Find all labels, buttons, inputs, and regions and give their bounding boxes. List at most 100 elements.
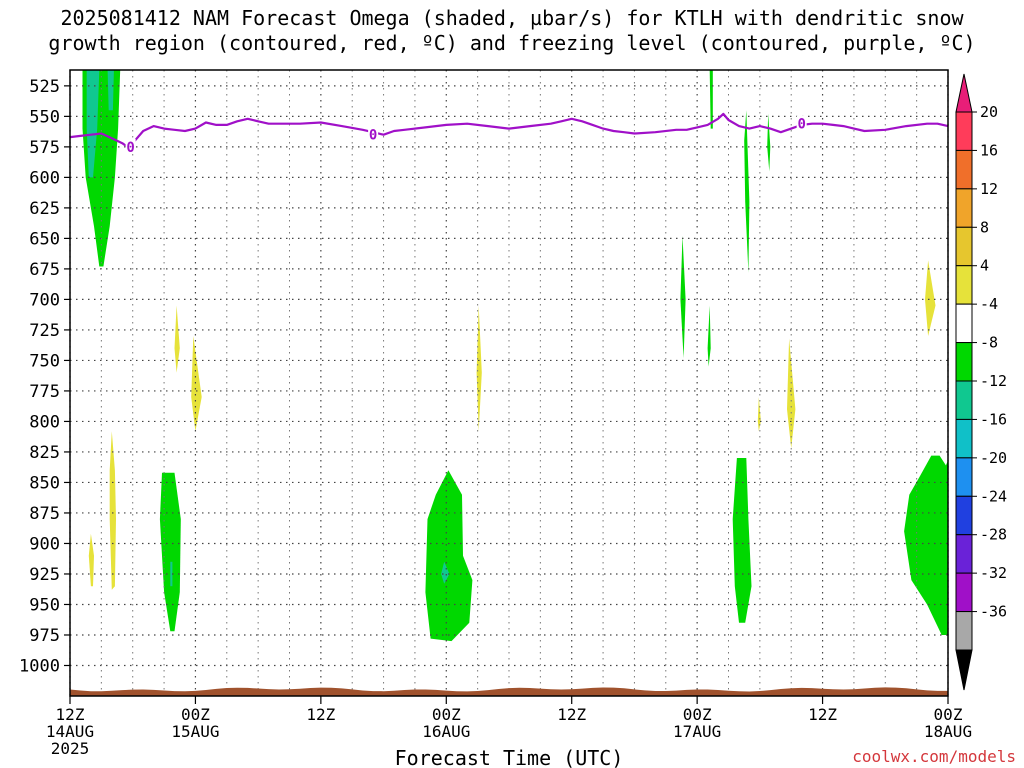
- omega-region-19: [787, 338, 796, 449]
- colorbar-bottom-arrow: [955, 649, 973, 691]
- colorbar-label-9: -20: [980, 449, 1007, 467]
- colorbar-swatch-4: [955, 265, 973, 305]
- freezing-level-line: [69, 112, 949, 148]
- y-tick-label-975: 975: [29, 626, 60, 646]
- colorbar-label-8: -16: [980, 410, 1007, 428]
- x-axis-label: Forecast Time (UTC): [395, 746, 624, 768]
- colorbar-swatch-10: [955, 495, 973, 536]
- y-tick-label-700: 700: [29, 290, 60, 310]
- surface-terrain-band: [70, 687, 948, 696]
- x-tick-label-60: 00Z: [683, 705, 712, 724]
- omega-region-15: [732, 458, 752, 623]
- y-tick-label-825: 825: [29, 443, 60, 463]
- y-tick-label-575: 575: [29, 138, 60, 158]
- y-tick-label-850: 850: [29, 473, 60, 493]
- colorbar-label-4: 4: [980, 257, 989, 275]
- omega-region-2: [107, 70, 114, 111]
- colorbar-label-12: -32: [980, 564, 1007, 582]
- omega-region-6: [170, 561, 173, 587]
- omega-region-10: [441, 561, 450, 584]
- freezing-level-label-0: 0: [126, 140, 134, 156]
- freezing-level-label-1: 0: [369, 128, 377, 144]
- omega-region-14: [707, 305, 711, 367]
- title-line-1: 2025081412 NAM Forecast Omega (shaded, µ…: [60, 6, 964, 30]
- omega-region-21: [904, 455, 948, 635]
- freezing-label-bg-1: [368, 126, 379, 142]
- colorbar-label-11: -28: [980, 526, 1007, 544]
- colorbar-label-5: -4: [980, 295, 998, 313]
- colorbar-swatch-7: [955, 380, 973, 420]
- omega-region-12: [709, 70, 713, 129]
- x-tick-date-12: 15AUG: [171, 722, 219, 741]
- colorbar-label-7: -12: [980, 372, 1007, 390]
- omega-region-20: [925, 260, 936, 336]
- y-tick-label-650: 650: [29, 229, 60, 249]
- colorbar-swatch-3: [955, 226, 973, 267]
- freezing-level-contour: 0 0 0: [69, 112, 949, 156]
- colorbar-label-0: 20: [980, 103, 998, 121]
- omega-region-16: [744, 110, 750, 273]
- omega-shading-layer: [82, 70, 948, 642]
- y-tick-label-600: 600: [29, 168, 60, 188]
- colorbar-swatch-0: [955, 111, 973, 151]
- colorbar-swatch-13: [955, 611, 973, 651]
- omega-region-7: [174, 305, 180, 373]
- y-tick-label-900: 900: [29, 534, 60, 554]
- omega-region-1: [86, 70, 100, 178]
- colorbar-swatch-11: [955, 534, 973, 574]
- x-tick-label-72: 12Z: [808, 705, 837, 724]
- colorbar-label-6: -8: [980, 334, 998, 352]
- colorbar-swatch-5: [955, 303, 973, 344]
- x-tick-date-36: 16AUG: [422, 722, 470, 741]
- freezing-label-bg-0: [125, 138, 136, 154]
- colorbar-label-10: -24: [980, 487, 1007, 505]
- x-tick-date-84: 18AUG: [924, 722, 972, 741]
- x-tick-date-0: 14AUG: [46, 722, 94, 741]
- colorbar-swatch-1: [955, 149, 973, 190]
- x-tick-label-24: 12Z: [306, 705, 335, 724]
- gridlines: [69, 70, 949, 696]
- plot-frame: [69, 69, 949, 697]
- y-tick-label-800: 800: [29, 412, 60, 432]
- x-tick-label-36: 00Z: [432, 705, 461, 724]
- colorbar: 20 16 12 8 4 -4 -8 -12 -16 -20 -24 -28 -32 -36: [955, 73, 1007, 691]
- credit-text: coolwx.com/models: [852, 747, 1016, 766]
- freezing-level-label-2: 0: [797, 117, 805, 133]
- omega-region-17: [767, 113, 771, 172]
- x-tick-date-60: 17AUG: [673, 722, 721, 741]
- colorbar-label-2: 12: [980, 180, 998, 198]
- y-axis-pressure: 525 550 575 600 625 650 675 700 725 750 775 800 825 8…: [19, 77, 70, 676]
- title-line-2: growth region (contoured, red, ºC) and f…: [48, 31, 976, 55]
- chart-title: 2025081412 NAM Forecast Omega (shaded, µ…: [0, 6, 1024, 56]
- y-tick-label-1000: 1000: [19, 656, 60, 676]
- y-tick-label-550: 550: [29, 107, 60, 127]
- colorbar-swatch-6: [955, 342, 973, 382]
- freezing-label-bg-2: [796, 115, 807, 131]
- omega-region-5: [159, 472, 181, 632]
- omega-region-11: [476, 305, 482, 432]
- x-tick-label-12: 00Z: [181, 705, 210, 724]
- y-tick-label-525: 525: [29, 77, 60, 97]
- x-tick-label-48: 12Z: [557, 705, 586, 724]
- x-tick-year-0: 2025: [51, 739, 90, 758]
- surface-terrain: [70, 687, 948, 696]
- colorbar-label-13: -36: [980, 603, 1007, 621]
- colorbar-swatch-2: [955, 188, 973, 228]
- y-tick-label-625: 625: [29, 199, 60, 219]
- omega-region-18: [757, 397, 761, 432]
- colorbar-top-arrow: [955, 73, 973, 113]
- y-tick-label-675: 675: [29, 260, 60, 280]
- y-tick-label-875: 875: [29, 504, 60, 524]
- omega-region-4: [88, 533, 94, 587]
- omega-region-13: [680, 236, 686, 358]
- colorbar-swatch-9: [955, 457, 973, 497]
- y-tick-label-925: 925: [29, 565, 60, 585]
- y-tick-label-950: 950: [29, 595, 60, 615]
- y-tick-label-750: 750: [29, 351, 60, 371]
- omega-region-8: [191, 336, 202, 432]
- colorbar-swatch-8: [955, 418, 973, 459]
- omega-region-3: [109, 431, 116, 590]
- omega-region-9: [425, 470, 473, 642]
